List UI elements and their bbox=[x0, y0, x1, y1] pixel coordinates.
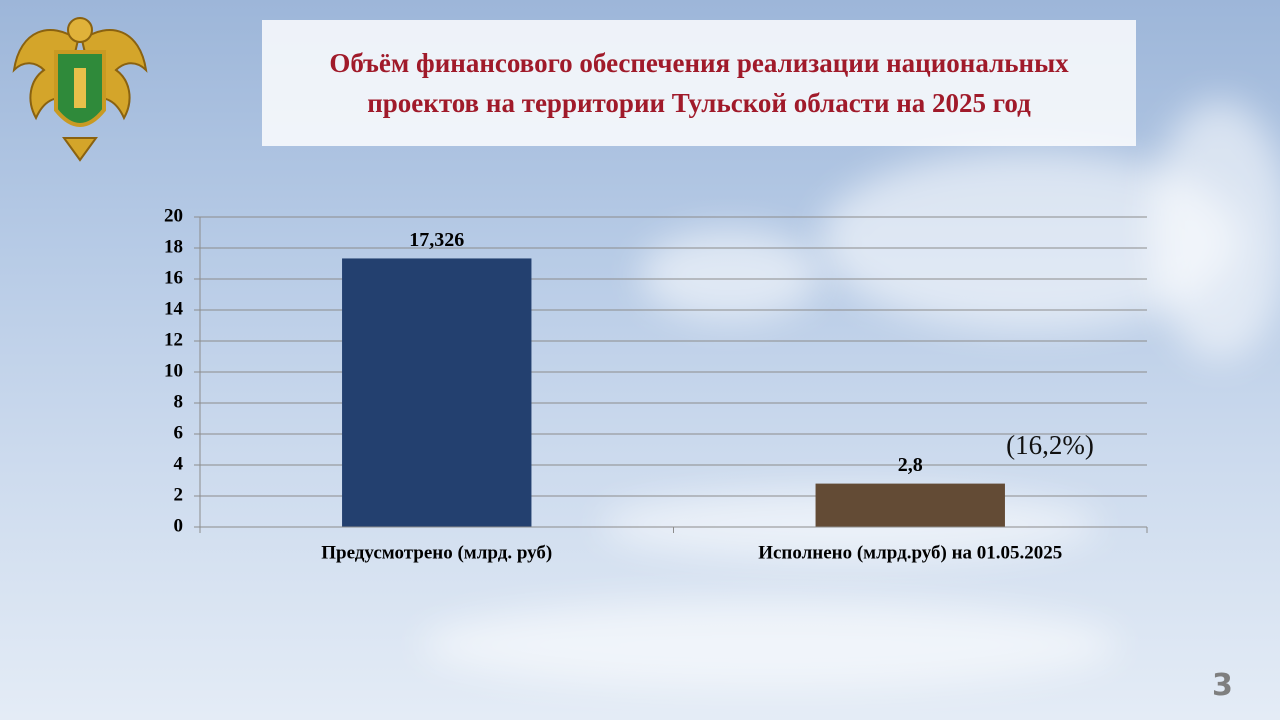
y-tick-label: 16 bbox=[164, 267, 183, 288]
annotation: (16,2%) bbox=[1006, 430, 1094, 460]
y-tick-label: 12 bbox=[164, 329, 183, 350]
x-tick-label: Исполнено (млрд.руб) на 01.05.2025 bbox=[758, 542, 1062, 563]
cloud bbox=[640, 230, 820, 320]
data-label: 2,8 bbox=[898, 454, 923, 476]
y-tick-label: 10 bbox=[164, 360, 183, 381]
y-tick-label: 8 bbox=[174, 391, 184, 412]
bar bbox=[815, 483, 1005, 527]
y-tick-label: 2 bbox=[174, 484, 184, 505]
cloud bbox=[1150, 100, 1280, 360]
y-tick-label: 18 bbox=[164, 236, 183, 257]
slide-number: 3 bbox=[1212, 668, 1233, 703]
x-tick-label: Предусмотрено (млрд. руб) bbox=[321, 542, 552, 563]
emblem bbox=[12, 17, 148, 162]
y-tick-label: 6 bbox=[174, 422, 184, 443]
cloud bbox=[420, 600, 1120, 690]
y-tick-label: 4 bbox=[174, 453, 184, 474]
data-label: 17,326 bbox=[409, 229, 464, 251]
chart-title: Объём финансового обеспечения реализации… bbox=[262, 20, 1136, 146]
y-tick-label: 0 bbox=[174, 515, 184, 536]
y-tick-label: 14 bbox=[164, 298, 184, 319]
y-tick-label: 20 bbox=[164, 205, 183, 226]
bar bbox=[342, 258, 532, 527]
